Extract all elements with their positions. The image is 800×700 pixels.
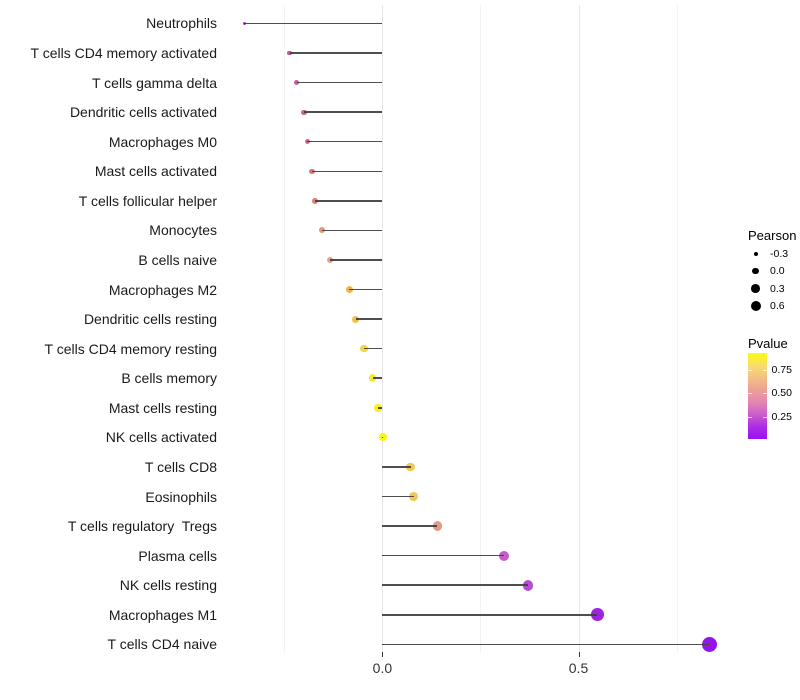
minor-gridline xyxy=(676,5,678,652)
lollipop-segment xyxy=(382,525,438,527)
lollipop-dot xyxy=(498,550,510,561)
category-label: B cells naive xyxy=(138,251,217,268)
lollipop-segment xyxy=(349,288,383,291)
lollipop-dot xyxy=(432,521,442,531)
minor-gridline xyxy=(480,5,482,652)
category-label: T cells regulatory Tregs xyxy=(67,518,217,535)
pvalue-colorbar xyxy=(748,353,767,439)
lollipop-dot xyxy=(379,433,388,442)
category-label: Macrophages M0 xyxy=(108,133,217,150)
minor-gridline xyxy=(284,5,286,652)
x-axis-tick-label: 0.0 xyxy=(372,660,393,676)
lollipop-dot xyxy=(326,256,333,264)
lollipop-segment xyxy=(296,81,383,84)
category-label: NK cells activated xyxy=(105,429,217,446)
legend-size-dot xyxy=(750,301,761,311)
colorbar-tick-label: 0.50 xyxy=(771,386,792,399)
lollipop-segment xyxy=(311,170,383,172)
category-label: Plasma cells xyxy=(138,547,217,564)
lollipop-dot xyxy=(368,374,377,383)
x-axis-tick xyxy=(578,652,580,657)
category-label: NK cells resting xyxy=(119,577,217,594)
lollipop-segment xyxy=(307,140,383,143)
legend-pearson-title: Pearson xyxy=(748,228,797,243)
lollipop-dot xyxy=(590,608,604,622)
category-label: Neutrophils xyxy=(146,15,217,32)
lollipop-segment xyxy=(322,229,383,232)
legend-size-label: 0.6 xyxy=(770,300,785,312)
lollipop-segment xyxy=(382,554,504,557)
lollipop-segment xyxy=(289,52,383,54)
category-label: T cells CD4 naive xyxy=(107,636,217,653)
lollipop-dot xyxy=(319,227,326,234)
lollipop-segment xyxy=(244,22,383,25)
colorbar-tick xyxy=(748,416,752,418)
lollipop-dot xyxy=(373,403,382,412)
lollipop-segment xyxy=(329,259,383,261)
colorbar-tick xyxy=(748,370,752,372)
category-label: Macrophages M2 xyxy=(108,281,217,298)
legend-size-dot xyxy=(753,251,758,256)
category-label: Macrophages M1 xyxy=(108,606,217,623)
lollipop-segment xyxy=(382,436,384,439)
major-gridline xyxy=(578,5,580,652)
colorbar-tick xyxy=(762,370,767,372)
category-label: T cells CD4 memory activated xyxy=(30,44,217,61)
category-label: Dendritic cells resting xyxy=(83,311,217,328)
colorbar-tick-label: 0.25 xyxy=(771,410,792,423)
lollipop-segment xyxy=(314,200,383,202)
lollipop-dot xyxy=(312,197,318,204)
lollipop-segment xyxy=(382,614,598,616)
category-label: T cells CD4 memory resting xyxy=(44,340,217,357)
category-label: T cells follicular helper xyxy=(78,192,217,209)
colorbar-tick-label: 0.75 xyxy=(771,364,792,377)
colorbar-tick xyxy=(762,416,767,418)
legend-pvalue-title: Pvalue xyxy=(748,336,788,351)
lollipop-dot xyxy=(242,21,247,26)
major-gridline xyxy=(382,5,384,652)
lollipop-segment xyxy=(377,407,383,409)
category-label: Dendritic cells activated xyxy=(69,104,217,121)
lollipop-dot xyxy=(701,636,717,652)
lollipop-segment xyxy=(382,643,710,646)
category-label: Monocytes xyxy=(149,222,217,239)
lollipop-segment xyxy=(382,584,528,586)
colorbar-tick xyxy=(748,392,752,394)
legend-size-label: -0.3 xyxy=(770,247,789,260)
lollipop-dot xyxy=(406,462,415,472)
category-label: B cells memory xyxy=(121,370,217,387)
lollipop-segment xyxy=(382,495,414,498)
category-label: T cells gamma delta xyxy=(91,74,217,91)
lollipop-segment xyxy=(382,466,411,468)
legend-size-dot xyxy=(751,284,760,293)
lollipop-segment xyxy=(303,111,383,113)
lollipop-segment xyxy=(372,377,383,379)
x-axis-tick xyxy=(382,652,384,657)
category-label: Mast cells activated xyxy=(94,163,217,180)
legend-size-label: 0.3 xyxy=(770,282,785,295)
category-label: T cells CD8 xyxy=(144,458,217,475)
category-label: Mast cells resting xyxy=(108,399,217,416)
legend-size-label: 0.0 xyxy=(770,265,785,277)
legend-size-dot xyxy=(752,267,759,275)
category-label: Eosinophils xyxy=(145,488,217,505)
colorbar-tick xyxy=(762,392,767,394)
x-axis-tick-label: 0.5 xyxy=(568,660,589,676)
lollipop-dot xyxy=(304,139,311,145)
lollipop-segment xyxy=(355,318,383,320)
lollipop-dot xyxy=(522,579,534,591)
lollipop-segment xyxy=(363,347,383,350)
